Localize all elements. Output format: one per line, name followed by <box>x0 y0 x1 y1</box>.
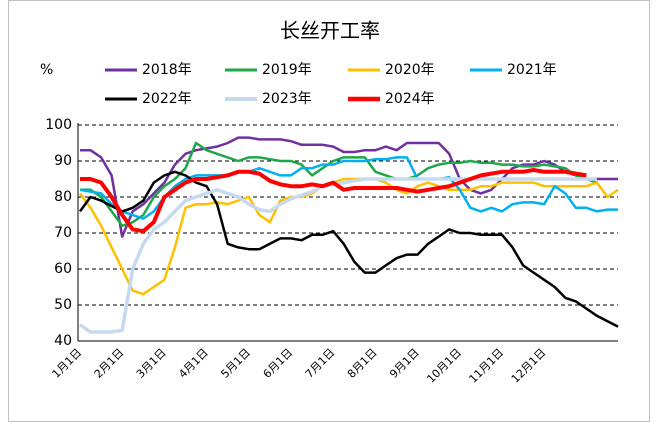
y-tick-label: 100 <box>45 117 72 133</box>
y-unit: % <box>40 62 53 78</box>
series-line <box>80 141 598 228</box>
legend-label: 2020年 <box>385 62 435 78</box>
y-tick-label: 40 <box>54 333 72 349</box>
y-tick-label: 80 <box>54 189 72 205</box>
y-tick-label: 90 <box>54 153 72 169</box>
legend-label: 2023年 <box>262 91 312 107</box>
y-tick-label: 60 <box>54 261 72 277</box>
series-line <box>78 170 619 328</box>
y-tick-label: 70 <box>54 225 72 241</box>
legend-label: 2024年 <box>385 91 435 107</box>
legend-label: 2022年 <box>142 91 192 107</box>
series-line <box>80 168 587 234</box>
legend-label: 2021年 <box>507 62 557 78</box>
series-line <box>78 177 619 296</box>
series-line <box>79 177 597 334</box>
chart-title: 长丝开工率 <box>280 19 380 43</box>
y-tick-label: 50 <box>54 297 72 313</box>
legend-label: 2018年 <box>142 62 192 78</box>
legend-label: 2019年 <box>262 62 312 78</box>
